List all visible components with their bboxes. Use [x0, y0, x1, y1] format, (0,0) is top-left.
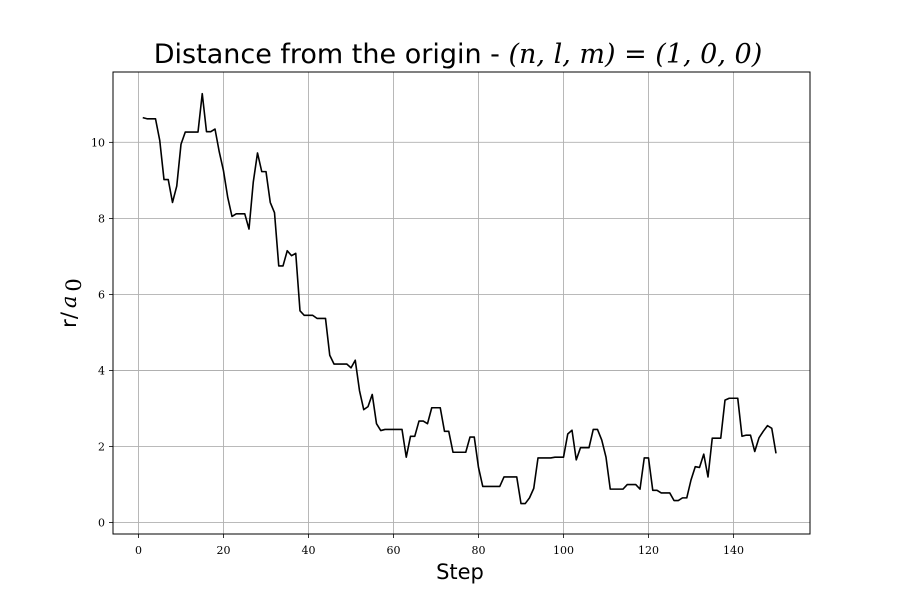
x-tick-label: 120: [638, 544, 659, 557]
series-line: [142, 92, 777, 505]
x-tick-label: 20: [217, 544, 231, 557]
chart-title-math: (n, l, m) = (1, 0, 0): [508, 39, 762, 70]
plot-frame: [112, 71, 811, 535]
x-tick-label: 0: [135, 544, 142, 557]
x-tick-label: 80: [472, 544, 486, 557]
y-tick-label: 0: [98, 517, 105, 530]
y-axis-label-text: r/: [57, 311, 81, 328]
y-tick-label: 10: [91, 136, 105, 149]
x-tick-label: 40: [302, 544, 316, 557]
y-tick-label: 4: [98, 364, 105, 377]
x-tick-label: 140: [723, 544, 744, 557]
x-tick-label: 60: [387, 544, 401, 557]
x-axis-label: Step: [436, 560, 484, 584]
y-axis-label-subscript: 0: [62, 278, 86, 291]
axis-ticks: 0 20 40 60 80 100 120 140 0 2 4 6 8 10: [91, 136, 744, 557]
y-tick-label: 2: [98, 441, 105, 454]
y-axis-label-math: a: [57, 296, 81, 309]
chart-title-text: Distance from the origin -: [154, 39, 509, 70]
y-tick-label: 6: [98, 288, 105, 301]
y-tick-label: 8: [98, 212, 105, 225]
x-tick-label: 100: [553, 544, 574, 557]
grid-lines: [113, 72, 810, 534]
y-axis-label: r/ a 0: [57, 278, 86, 328]
chart-title: Distance from the origin - (n, l, m) = (…: [154, 39, 762, 70]
